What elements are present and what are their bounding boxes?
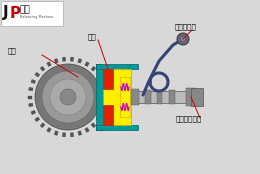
FancyBboxPatch shape — [103, 69, 113, 89]
FancyBboxPatch shape — [145, 90, 151, 104]
Bar — [54, 58, 58, 63]
FancyBboxPatch shape — [131, 89, 139, 105]
Bar — [103, 87, 107, 91]
FancyBboxPatch shape — [169, 90, 175, 104]
Bar — [40, 66, 45, 71]
Text: 变速箱输出轴: 变速箱输出轴 — [176, 115, 202, 122]
Bar — [85, 62, 89, 67]
FancyBboxPatch shape — [1, 1, 63, 26]
Text: J: J — [3, 6, 9, 21]
Circle shape — [50, 79, 86, 115]
Bar — [100, 110, 105, 115]
Bar — [47, 127, 51, 132]
FancyBboxPatch shape — [96, 64, 103, 130]
Bar — [104, 96, 108, 98]
Bar — [31, 110, 36, 115]
Bar — [62, 133, 66, 137]
FancyBboxPatch shape — [186, 88, 196, 106]
Bar — [62, 57, 66, 61]
FancyBboxPatch shape — [120, 77, 130, 117]
Circle shape — [35, 64, 101, 130]
Bar — [96, 72, 101, 77]
Bar — [28, 96, 32, 98]
Bar — [35, 72, 40, 77]
Text: 飞轮: 飞轮 — [8, 47, 17, 54]
FancyBboxPatch shape — [103, 69, 131, 125]
Bar — [35, 117, 40, 122]
Bar — [31, 79, 36, 84]
Bar — [40, 123, 45, 128]
Bar — [91, 66, 96, 71]
Bar — [91, 123, 96, 128]
Text: 离合器压板: 离合器压板 — [175, 23, 197, 30]
Bar — [70, 57, 74, 61]
Text: P: P — [10, 6, 21, 21]
Bar — [85, 127, 89, 132]
Bar — [70, 133, 74, 137]
Circle shape — [60, 89, 76, 105]
FancyBboxPatch shape — [131, 91, 200, 103]
Bar — [29, 103, 33, 107]
Text: Balancing Machine: Balancing Machine — [20, 15, 53, 19]
FancyBboxPatch shape — [157, 90, 162, 104]
FancyBboxPatch shape — [96, 125, 138, 130]
Circle shape — [180, 37, 185, 42]
FancyBboxPatch shape — [96, 64, 138, 69]
Bar — [78, 58, 82, 63]
FancyBboxPatch shape — [103, 105, 113, 125]
Text: 压盘: 压盘 — [88, 33, 97, 40]
Bar — [78, 131, 82, 136]
Bar — [47, 62, 51, 67]
Text: 創平: 創平 — [20, 6, 31, 14]
Bar — [96, 117, 101, 122]
Circle shape — [177, 33, 189, 45]
Bar — [103, 103, 107, 107]
Circle shape — [42, 71, 94, 123]
Bar — [54, 131, 58, 136]
Bar — [29, 87, 33, 91]
FancyBboxPatch shape — [191, 88, 203, 106]
Bar — [100, 79, 105, 84]
